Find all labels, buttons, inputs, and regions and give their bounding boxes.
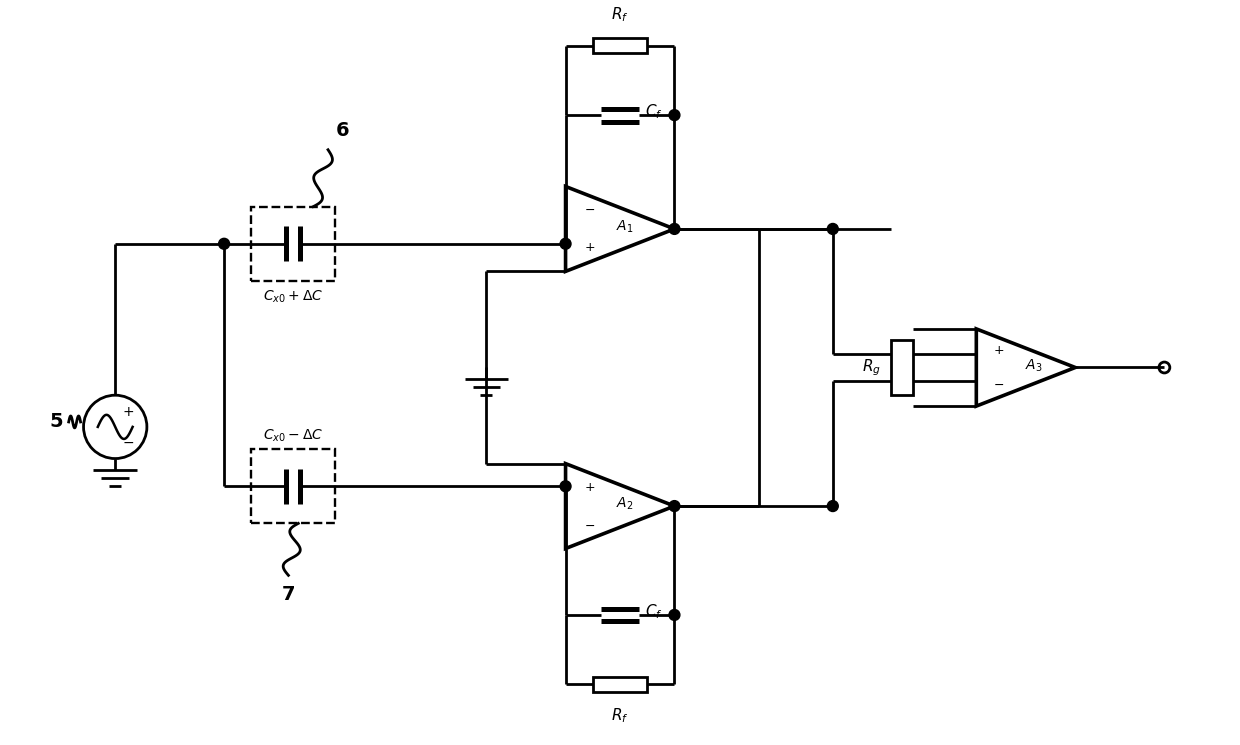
Text: $-$: $-$ (584, 203, 595, 216)
Text: $-$: $-$ (584, 519, 595, 532)
Text: $C_{x0}-\Delta C$: $C_{x0}-\Delta C$ (263, 428, 324, 444)
Text: $R_f$: $R_f$ (611, 5, 629, 24)
Bar (892, 340, 913, 395)
Bar (593, 676, 647, 691)
Text: $-$: $-$ (122, 435, 134, 448)
Text: $C_f$: $C_f$ (645, 603, 662, 621)
Bar (252, 449, 336, 524)
Text: $+$: $+$ (584, 481, 595, 493)
Text: $C_f$: $C_f$ (645, 103, 662, 121)
Text: $A_2$: $A_2$ (616, 496, 634, 513)
Bar (252, 206, 336, 281)
Circle shape (827, 501, 838, 512)
Circle shape (560, 481, 570, 492)
Text: $R_g$: $R_g$ (862, 357, 882, 378)
Text: 6: 6 (336, 121, 350, 140)
Text: 5: 5 (50, 413, 63, 431)
Text: $-$: $-$ (993, 378, 1004, 391)
Circle shape (218, 238, 229, 250)
Circle shape (560, 238, 570, 250)
Circle shape (670, 110, 680, 121)
Circle shape (827, 224, 838, 235)
Text: $A_1$: $A_1$ (616, 219, 634, 235)
Text: $C_{x0}+\Delta C$: $C_{x0}+\Delta C$ (263, 289, 324, 305)
Text: $+$: $+$ (584, 241, 595, 255)
Bar (593, 39, 647, 53)
Circle shape (670, 609, 680, 621)
Text: $+$: $+$ (993, 343, 1004, 357)
Circle shape (670, 501, 680, 512)
Text: 7: 7 (281, 586, 295, 604)
Text: $R_f$: $R_f$ (611, 706, 629, 725)
Text: $+$: $+$ (122, 405, 134, 419)
Circle shape (670, 224, 680, 235)
Text: $A_3$: $A_3$ (1025, 358, 1043, 374)
